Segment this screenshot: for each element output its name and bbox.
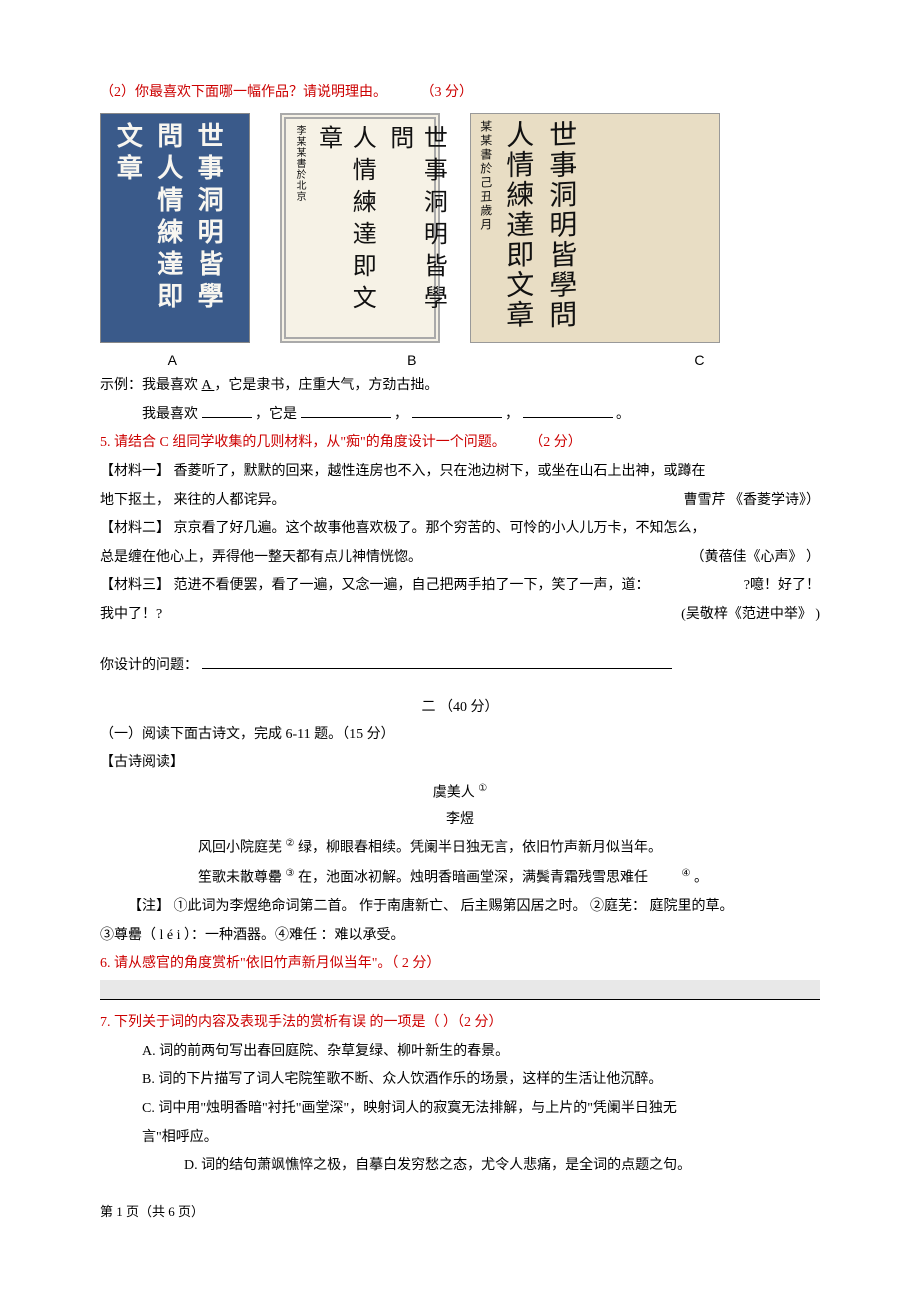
example-tail: ，它是隶书，庄重大气，方劲古拙。 (214, 378, 438, 393)
material3-line1: 【材料三】 范进不看便罢，看了一遍，又念一遍，自己把两手拍了一下，笑了一声，道：… (100, 573, 820, 600)
calligraphy-labels: A B C (100, 347, 820, 374)
note-sup2: ② (286, 838, 295, 849)
label-b: B (335, 347, 489, 374)
m3-tail: ?噫！好了！ (744, 573, 820, 600)
calliC-col1: 世事洞明皆學問 (541, 119, 580, 337)
blank-desc1[interactable] (412, 404, 502, 418)
q2-fill: 我最喜欢 ，它是 ， ， 。 (100, 402, 820, 429)
calligraphy-a: 文章 問人情練達即 世事洞明皆學 (100, 113, 250, 343)
m3-text2: 我中了！? (100, 602, 162, 629)
calliB-sig: 李某某書於北京 (292, 125, 306, 331)
material1-line1: 【材料一】 香菱听了，默默的回来，越性连房也不入，只在池边树下，或坐在山石上出神… (100, 459, 820, 486)
note-sup1: ① (478, 783, 487, 794)
material2-line2: 总是缠在他心上，弄得他一整天都有点儿神情恍惚。 （黄蓓佳《心声》 ） (100, 545, 820, 572)
q7-optC1[interactable]: C. 词中用"烛明香暗"衬托"画堂深"，映射词人的寂寞无法排解，与上片的"凭阑半… (142, 1096, 820, 1123)
blank-desc2[interactable] (523, 404, 613, 418)
m1-text: 香菱听了，默默的回来，越性连房也不入，只在池边树下，或坐在山石上出神，或蹲在 (174, 464, 706, 479)
m1-label: 【材料一】 (100, 464, 170, 479)
material2-line1: 【材料二】 京京看了好几遍。这个故事他喜欢极了。那个穷苦的、可怜的小人儿万卡，不… (100, 516, 820, 543)
note-sup4: ④ (681, 868, 690, 879)
calligraphy-row: 文章 問人情練達即 世事洞明皆學 李某某書於北京 人情練達即文章 世事洞明皆學問… (100, 113, 820, 343)
m2-label: 【材料二】 (100, 521, 170, 536)
page-footer: 第 1 页（共 6 页） (100, 1200, 820, 1225)
blank-style[interactable] (301, 404, 391, 418)
calliC-sig: 某某書於己丑歲月 (477, 119, 494, 336)
notes-line1: 【注】 ①此词为李煜绝命词第二首。 作于南唐新亡、 后主赐第囚居之时。 ②庭芜：… (100, 894, 820, 921)
material1-line2: 地下抠土， 来往的人都诧异。 曹雪芹 《香菱学诗》） (100, 488, 820, 515)
poem-line1b: 绿，柳眼春相续。凭阑半日独无言，依旧竹声新月似当年。 (298, 840, 662, 855)
q7-prompt: 7. 下列关于词的内容及表现手法的赏析有误 的一项是（ ）（2 分） (100, 1010, 820, 1037)
q7-optB[interactable]: B. 词的下片描写了词人宅院笙歌不断、众人饮酒作乐的场景，这样的生活让他沉醉。 (142, 1067, 820, 1094)
label-c: C (579, 347, 820, 374)
section-2-title: 二 （40 分） (100, 695, 820, 722)
poem-line2c: 。 (694, 871, 708, 886)
poem-line1a: 风回小院庭芜 (198, 840, 282, 855)
example-prefix: 示例：我最喜欢 (100, 378, 198, 393)
q7-optA[interactable]: A. 词的前两句写出春回庭院、杂草复绿、柳叶新生的春景。 (142, 1039, 820, 1066)
m2-text2: 总是缠在他心上，弄得他一整天都有点儿神情恍惚。 (100, 545, 422, 572)
q6-answer-line[interactable] (100, 980, 820, 1000)
q5-points: （2 分） (529, 435, 582, 450)
design-question-row: 你设计的问题： (100, 653, 820, 680)
calliA-col3: 世事洞明皆學 (190, 122, 226, 334)
q7-optC2: 言"相呼应。 (142, 1125, 820, 1152)
comma2: ， (505, 407, 519, 422)
m3-label: 【材料三】 (100, 578, 170, 593)
q7-optD[interactable]: D. 词的结句萧飒憔悴之极，自摹白发穷愁之态，尤令人悲痛，是全词的点题之句。 (184, 1153, 820, 1180)
comma1: ， (394, 407, 408, 422)
sub1-text: （一）阅读下面古诗文，完成 6-11 题。（15 分） (100, 727, 395, 742)
design-label: 你设计的问题： (100, 658, 198, 673)
q5-prompt-line: 5. 请结合 C 组同学收集的几则材料，从"痴"的角度设计一个问题。 （2 分） (100, 430, 820, 457)
m3-text: 范进不看便罢，看了一遍，又念一遍，自己把两手拍了一下，笑了一声，道： (174, 578, 650, 593)
sub1: （一）阅读下面古诗文，完成 6-11 题。（15 分） (100, 722, 820, 749)
calliB-col2: 世事洞明皆學問 (381, 125, 448, 331)
q2-prompt-text: （2）你最喜欢下面哪一幅作品？请说明理由。 (100, 85, 387, 100)
period: 。 (616, 407, 630, 422)
q2-prompt: （2）你最喜欢下面哪一幅作品？请说明理由。 （3 分） (100, 80, 820, 107)
poem-line2b: 在，池面冰初解。烛明香暗画堂深，满鬓青霜残雪思难任 (298, 871, 648, 886)
poem-author: 李煜 (100, 807, 820, 834)
q5-prompt: 5. 请结合 C 组同学收集的几则材料，从"痴"的角度设计一个问题。 (100, 435, 506, 450)
calligraphy-c: 某某書於己丑歲月 人情練達即文章 世事洞明皆學問 (470, 113, 720, 343)
m1-src: 曹雪芹 《香菱学诗》） (684, 488, 821, 515)
material3-line2: 我中了！? (吴敬梓《范进中举》 ) (100, 602, 820, 629)
m2-src: （黄蓓佳《心声》 ） (691, 545, 821, 572)
note-sup3: ③ (286, 868, 295, 879)
design-blank[interactable] (202, 655, 672, 669)
notes-line2: ③尊罍（ l é i ）：一种酒器。④难任 ：难以承受。 (100, 923, 820, 950)
q2-points: （3 分） (421, 85, 474, 100)
poem-line2a: 笙歌未散尊罍 (198, 871, 282, 886)
notes-1: ①此词为李煜绝命词第二首。 作于南唐新亡、 后主赐第囚居之时。 ②庭芜： 庭院里… (174, 899, 734, 914)
section-2-title-text: 二 （40 分） (422, 700, 499, 715)
notes-label: 【注】 (128, 899, 170, 914)
poem-title: 虞美人 (433, 786, 475, 801)
calliB-col1: 人情練達即文章 (310, 125, 377, 331)
calliA-col2: 問人情練達即 (149, 122, 185, 334)
m1-text2: 地下抠土， 来往的人都诧异。 (100, 488, 286, 515)
fill-mid: ，它是 (255, 407, 297, 422)
poem-line2: 笙歌未散尊罍 ③ 在，池面冰初解。烛明香暗画堂深，满鬓青霜残雪思难任 ④ 。 (100, 864, 820, 892)
poem-title-line: 虞美人 ① (100, 779, 820, 807)
m3-src: (吴敬梓《范进中举》 ) (681, 602, 820, 629)
blank-choice[interactable] (202, 404, 252, 418)
fill-prefix: 我最喜欢 (142, 407, 198, 422)
calliA-col1: 文章 (109, 122, 145, 334)
calligraphy-b: 李某某書於北京 人情練達即文章 世事洞明皆學問 (280, 113, 440, 343)
q6-prompt: 6. 请从感官的角度赏析"依旧竹声新月似当年"。（ 2 分） (100, 951, 820, 978)
label-a: A (100, 347, 245, 374)
q2-example: 示例：我最喜欢 A ，它是隶书，庄重大气，方劲古拙。 (100, 373, 820, 400)
example-choice: A (202, 378, 215, 393)
m2-text: 京京看了好几遍。这个故事他喜欢极了。那个穷苦的、可怜的小人儿万卡，不知怎么， (174, 521, 706, 536)
calliC-col2: 人情練達即文章 (498, 119, 537, 337)
poetry-label: 【古诗阅读】 (100, 750, 820, 777)
poem-line1: 风回小院庭芜 ② 绿，柳眼春相续。凭阑半日独无言，依旧竹声新月似当年。 (100, 834, 820, 862)
